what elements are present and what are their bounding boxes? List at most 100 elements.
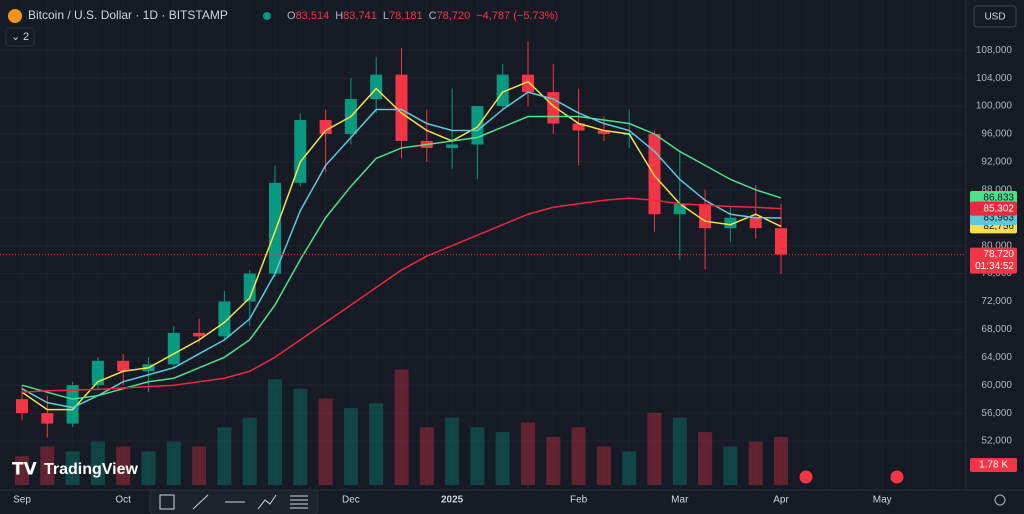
volume-bar: [647, 412, 662, 485]
candle-body: [319, 120, 332, 134]
candle-body: [471, 106, 484, 145]
tool-trend[interactable]: [192, 494, 209, 510]
volume-bar: [622, 451, 637, 485]
last-price-label: 78,720: [983, 249, 1014, 260]
volume-bar: [90, 441, 105, 485]
candle-body: [572, 123, 585, 131]
candle-body: [41, 413, 54, 424]
ma-tag-label: 83,963: [983, 213, 1014, 224]
volume-bar: [40, 446, 55, 485]
candle-body: [673, 203, 686, 215]
volume-bar: [242, 417, 257, 485]
y-tick-label: 72,000: [981, 296, 1012, 307]
ohlc-change: −4,787 (−5.73%): [476, 10, 558, 22]
ohlc-key: L: [383, 10, 389, 22]
volume-bar: [445, 417, 460, 485]
candle-body: [193, 332, 206, 337]
candle-body: [522, 74, 534, 93]
market-status: [263, 12, 271, 20]
volume-bar: [65, 451, 80, 485]
candle-body: [749, 217, 762, 229]
volume-bar: [672, 417, 687, 485]
volume-bar: [470, 427, 485, 485]
countdown: 01:34:52: [975, 261, 1014, 272]
currency-button[interactable]: [973, 5, 1017, 28]
y-tick-label: 96,000: [981, 129, 1012, 140]
moving-average: [21, 197, 782, 393]
moving-average: [21, 115, 782, 400]
candle-body: [66, 385, 79, 424]
volume-bar: [723, 446, 738, 485]
x-tick-label: Sep: [13, 495, 31, 506]
logo-mark: 𝗧𝗩: [12, 459, 38, 478]
volume-bar: [394, 369, 409, 485]
y-tick-label: 92,000: [981, 157, 1012, 168]
x-tick-label: May: [873, 495, 892, 506]
candle-body: [395, 74, 408, 141]
ma-tag-label: 82,756: [983, 221, 1014, 232]
ohlc-key: C: [429, 10, 437, 22]
x-tick-label: Feb: [570, 495, 588, 506]
volume-bar: [419, 427, 434, 485]
volume-bar: [521, 422, 535, 485]
logo-text[interactable]: TradingView: [44, 461, 139, 478]
tool-path[interactable]: [257, 494, 277, 510]
candle-body: [446, 144, 459, 148]
volume-bar: [369, 403, 384, 485]
volume-bar: [141, 451, 156, 485]
y-tick-label: 56,000: [981, 408, 1012, 419]
y-tick-label: 108,000: [976, 45, 1013, 56]
indicators-toggle[interactable]: [5, 27, 35, 47]
y-tick-label: 104,000: [976, 73, 1013, 84]
volume-bar: [748, 441, 763, 485]
candle-body: [117, 360, 130, 372]
ma-tag: [970, 190, 1017, 205]
volume-bar: [546, 436, 561, 485]
tool-rect[interactable]: [159, 494, 175, 510]
event-icon[interactable]: [798, 469, 814, 485]
candle-body: [699, 203, 712, 229]
ohlc-value: 83,514: [296, 10, 330, 22]
x-tick-label: Oct: [115, 495, 131, 506]
tool-fib[interactable]: [290, 495, 308, 509]
y-tick-label: 52,000: [981, 436, 1012, 447]
volume-bar: [217, 427, 232, 485]
volume-label: 1.78 K: [979, 460, 1008, 471]
candle-body: [167, 332, 180, 365]
candle-body: [16, 399, 28, 414]
volume-bar: [774, 436, 788, 485]
volume-bar: [698, 432, 713, 485]
settings-icon[interactable]: [994, 494, 1006, 506]
moving-average: [21, 80, 782, 411]
volume-tag: [970, 458, 1017, 472]
x-tick-label: Mar: [671, 495, 689, 506]
ohlc-value: 78,720: [437, 10, 471, 22]
volume-bar: [192, 446, 207, 485]
candle-body: [269, 182, 281, 274]
plot: [0, 41, 966, 438]
x-tick-label: Dec: [342, 495, 360, 506]
volume-bar: [318, 398, 333, 485]
candle-body: [597, 130, 610, 134]
moving-average: [21, 91, 782, 409]
x-tick-label: Apr: [773, 495, 789, 506]
volume-bar: [571, 427, 586, 485]
ohlc-value: 78,181: [389, 10, 423, 22]
volume-bar: [343, 408, 358, 485]
volume-bar: [15, 456, 29, 485]
y-tick-label: 80,000: [981, 240, 1012, 251]
ohlc-key: O: [287, 10, 296, 22]
volume-bar: [268, 379, 282, 485]
coin-icon: [8, 9, 22, 23]
indicator-count: 2: [23, 31, 29, 43]
symbol-title[interactable]: Bitcoin / U.S. Dollar · 1D · BITSTAMP: [28, 8, 228, 22]
candle-body: [724, 217, 737, 229]
ohlc-value: 83,741: [343, 10, 377, 22]
event-icon[interactable]: [889, 469, 905, 485]
y-tick-label: 100,000: [976, 101, 1013, 112]
volume-bar: [495, 432, 510, 485]
volume-bar: [116, 446, 131, 485]
